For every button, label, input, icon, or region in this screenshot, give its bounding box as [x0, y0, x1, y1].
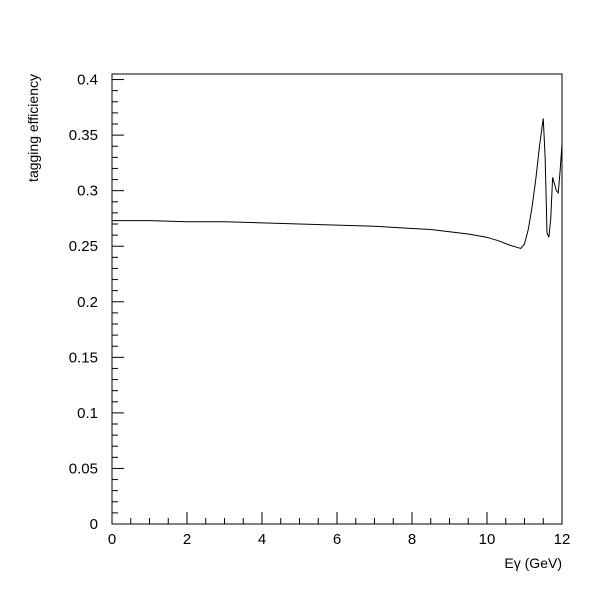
- x-tick-label: 10: [479, 531, 496, 548]
- x-tick-label: 2: [183, 531, 191, 548]
- y-tick-label: 0.15: [69, 349, 98, 366]
- y-tick-labels: 0 0.05 0.1 0.15 0.2 0.25 0.3 0.35 0.4: [69, 72, 98, 533]
- efficiency-curve: [112, 118, 563, 250]
- y-tick-label: 0.05: [69, 460, 98, 477]
- y-axis-title: tagging efficiency: [25, 74, 41, 182]
- x-tick-label: 6: [333, 531, 341, 548]
- y-tick-label: 0.25: [69, 238, 98, 255]
- x-tick-label: 8: [408, 531, 416, 548]
- y-tick-label: 0.4: [77, 72, 98, 89]
- x-major-ticks: [111, 512, 563, 524]
- y-minor-ticks: [112, 90, 118, 514]
- x-tick-labels: 0 2 4 6 8 10 12: [108, 531, 571, 548]
- x-minor-ticks: [130, 518, 544, 524]
- y-major-ticks: [112, 79, 124, 525]
- x-tick-label: 12: [554, 531, 571, 548]
- x-tick-label: 4: [258, 531, 266, 548]
- y-tick-label: 0.3: [77, 183, 98, 200]
- x-tick-label: 0: [108, 531, 116, 548]
- y-tick-label: 0: [90, 516, 98, 533]
- y-tick-label: 0.1: [77, 405, 98, 422]
- x-axis-title: Eγ (GeV): [504, 555, 562, 571]
- y-tick-label: 0.2: [77, 294, 98, 311]
- plot-frame: [111, 73, 563, 525]
- y-tick-label: 0.35: [69, 127, 98, 144]
